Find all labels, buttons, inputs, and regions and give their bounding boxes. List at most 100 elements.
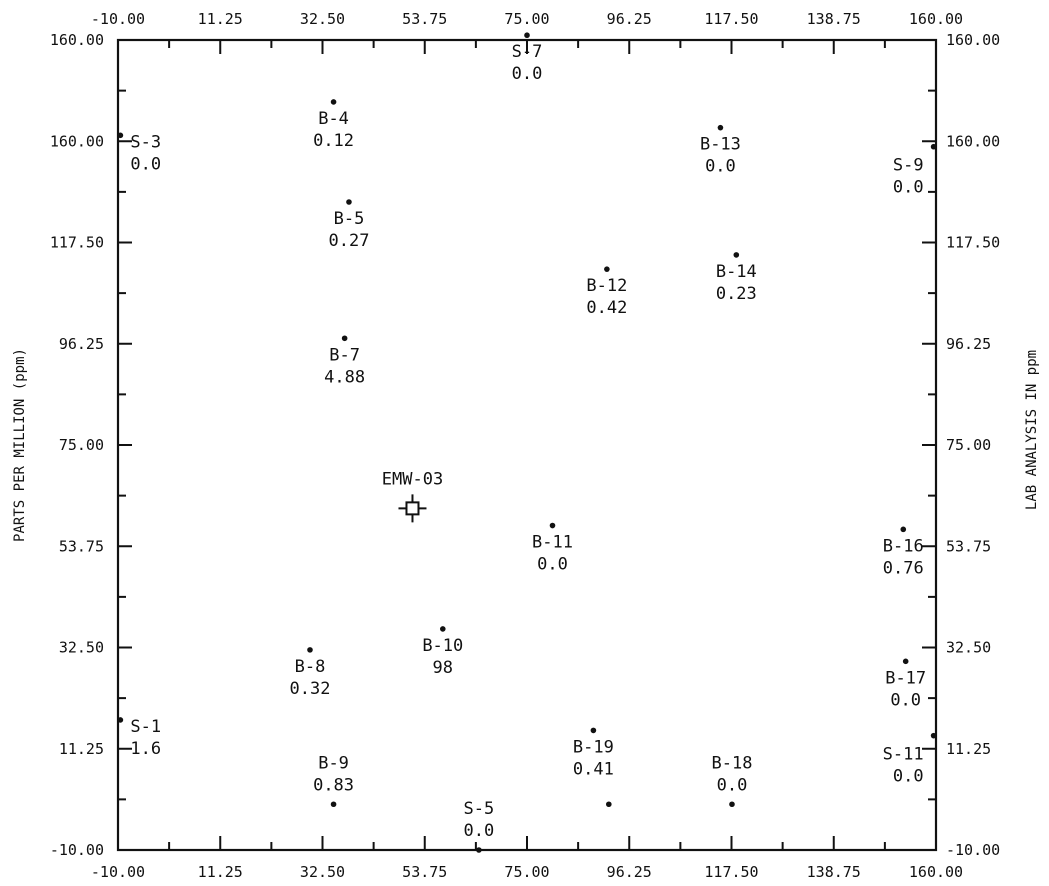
point-id-label: B-13 [700,135,741,155]
point-id-label: B-7 [329,345,360,365]
data-point-s-9: S-90.0 [893,143,937,198]
y-tick-label-right: 117.50 [946,234,1000,252]
point-marker [341,335,348,342]
y-tick-label-right: -10.00 [946,841,1000,859]
point-id-label: S-9 [893,156,924,176]
point-value-label: 98 [433,658,453,678]
point-value-label: 0.27 [328,231,369,251]
data-point-s-5: S-50.0 [464,799,495,853]
point-marker [524,32,530,39]
point-marker [590,727,597,734]
data-point-b-17: B-170.0 [885,658,926,710]
x-tick-label-top: 96.25 [607,10,652,28]
y-tick-label-left: -10.00 [50,841,104,859]
y-tick-label-right: 11.25 [946,740,991,758]
point-marker [476,847,482,853]
point-value-label: 0.42 [586,298,627,318]
point-marker [930,143,937,150]
point-value-label: 0.0 [893,767,924,787]
point-marker [346,199,352,205]
point-id-label: B-4 [318,109,349,129]
x-tick-label-bottom: 160.00 [909,863,963,881]
x-tick-label-bottom: 117.50 [704,863,758,881]
y-tick-label-right: 32.50 [946,639,991,657]
point-marker [900,526,907,533]
point-value-label: 0.0 [464,821,495,841]
data-point-b-19: B-190.41 [573,727,614,779]
x-tick-label-bottom: -10.00 [91,863,145,881]
data-point-s-11: S-110.0 [883,732,937,787]
point-id-label: B-18 [712,753,753,773]
y-tick-label-left: 53.75 [59,537,104,555]
data-point-b-9: B-90.83 [313,753,354,808]
y-tick-label-right: 160.00 [946,132,1000,150]
y-tick-label-left: 117.50 [50,234,104,252]
data-point-b-7: B-74.88 [324,335,365,387]
point-value-label: 0.23 [716,284,757,304]
point-marker [604,266,610,272]
data-point-emw-03: EMW-03 [382,469,443,523]
point-id-label: B-14 [716,262,757,282]
point-marker [717,124,724,131]
x-tick-label-bottom: 75.00 [504,863,549,881]
y-tick-label-right: 160.00 [946,31,1000,49]
x-tick-label-top: 160.00 [909,10,963,28]
point-id-label: B-5 [334,209,365,229]
point-id-label: EMW-03 [382,469,443,489]
x-tick-label-top: -10.00 [91,10,145,28]
point-value-label: 0.12 [313,131,354,151]
point-id-label: S-1 [130,717,161,737]
data-point-b-12: B-120.42 [586,266,627,318]
x-tick-label-bottom: 32.50 [300,863,345,881]
data-point-b-14: B-140.23 [716,252,757,304]
data-point-b-5: B-50.27 [328,199,369,251]
point-id-label: B-9 [318,753,349,773]
x-tick-label-top: 32.50 [300,10,345,28]
point-value-label: 0.0 [130,154,161,174]
point-value-label: 0.0 [512,64,543,84]
x-tick-label-top: 53.75 [402,10,447,28]
well-marker [405,501,420,516]
x-tick-label-bottom: 96.25 [607,863,652,881]
point-value-label: 1.6 [130,739,161,759]
point-marker [117,132,124,139]
point-value-label: 0.0 [893,178,924,198]
point-marker [902,658,909,665]
x-tick-label-top: 138.75 [807,10,861,28]
plot-frame [116,38,938,852]
point-value-label: 0.83 [313,775,354,795]
point-id-label: S-5 [464,799,495,819]
y-tick-label-left: 32.50 [59,639,104,657]
y-tick-label-left: 11.25 [59,740,104,758]
point-value-label: 0.76 [883,558,924,578]
y-tick-label-left: 160.00 [50,31,104,49]
point-id-label: S-11 [883,745,924,765]
data-point-b-11: B-110.0 [532,522,573,575]
data-point-b-8: B-80.32 [290,647,330,699]
y-tick-label-right: 75.00 [946,436,991,454]
point-id-label: S-7 [512,42,543,62]
point-marker [606,801,612,808]
point-id-label: B-8 [295,657,326,677]
point-value-label: 4.88 [324,367,365,387]
point-marker [117,717,124,723]
point-id-label: B-12 [586,276,627,296]
x-tick-label-bottom: 138.75 [807,863,861,881]
x-tick-label-top: 117.50 [704,10,758,28]
point-value-label: 0.0 [717,775,748,795]
point-value-label: 0.0 [537,555,568,575]
y-axis-title-right: LAB ANALYSIS IN ppm [1024,350,1040,510]
point-value-label: 0.0 [890,690,921,710]
point-value-label: 0.0 [705,157,736,177]
point-marker [330,801,337,808]
point-id-label: B-19 [573,737,614,757]
data-point-s-7: S-70.0 [512,32,543,84]
data-point-b-18: B-180.0 [712,753,753,808]
data-point-b-16: B-160.76 [883,526,924,578]
point-id-label: B-11 [532,533,573,553]
y-axis-title-left: PARTS PER MILLION (ppm) [12,348,28,542]
x-tick-label-bottom: 53.75 [402,863,447,881]
data-point-s-3: S-30.0 [117,132,161,174]
x-tick-label-top: 11.25 [198,10,243,28]
